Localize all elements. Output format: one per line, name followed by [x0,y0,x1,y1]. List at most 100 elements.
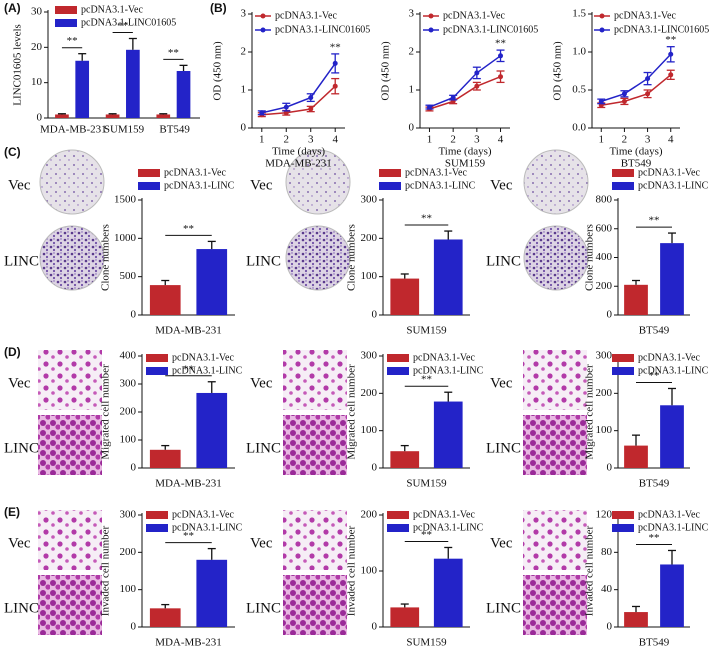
panel-label: (B) [210,1,227,15]
bar [390,607,420,627]
point [668,51,674,57]
panel-label: (D) [4,345,21,359]
y-axis-label: Clone numbers [584,224,596,291]
x-axis-label: BT549 [639,637,670,647]
invasion-image [283,510,347,570]
legend-label: pcDNA3.1-Vec [172,509,234,520]
x-tick-label: 4 [668,134,674,146]
point [668,72,674,78]
y-axis-label: Migrated cell number [346,364,358,460]
significance-label: ** [665,34,676,46]
y-tick-label: 200 [596,387,613,399]
invasion-image [523,575,587,635]
legend-label: pcDNA3.1-LINC [638,180,709,191]
point [498,74,504,80]
y-axis-label: OD (450 nm) [212,41,224,101]
y-tick-label: 1.5 [572,8,586,20]
migration-image [283,415,347,475]
image-label: LINC [486,440,521,456]
x-tick-label: MDA-MB-231 [40,124,107,136]
image-label: LINC [486,600,521,616]
series-line [429,55,501,108]
x-tick-label: 2 [450,134,456,146]
significance-label: ** [649,532,660,544]
y-tick-label: 20 [31,41,43,53]
colony-image [39,225,105,291]
subtitle: SUM159 [445,158,486,170]
bar [55,114,69,118]
image-label: Vec [250,177,273,193]
image-label: Vec [490,177,513,193]
significance-label: ** [330,41,341,53]
series-line [261,85,336,116]
colony-image [285,225,351,291]
legend-swatch [146,354,168,362]
legend-label: pcDNA3.1-Vec [638,352,700,363]
significance-label: ** [421,213,432,225]
y-tick-label: 100 [361,270,378,282]
x-axis-label: Time (days) [609,146,662,158]
invasion-image [38,510,102,570]
x-axis-label: SUM159 [406,478,447,490]
y-tick-label: 600 [596,222,613,234]
x-axis-label: SUM159 [406,637,447,647]
point [259,110,265,116]
point [332,60,338,66]
y-tick-label: 1 [409,84,415,96]
y-axis-label: Invaded cell number [346,525,358,616]
bar [624,612,648,627]
bar [660,243,684,315]
bar [433,401,463,468]
migration-image [283,350,347,410]
legend-label: pcDNA3.1-LINC [172,365,243,376]
point [645,91,651,97]
legend-swatch [612,511,634,519]
y-axis-label: Invaded cell number [100,525,112,616]
significance-label: ** [67,35,78,47]
x-axis-label: Time (days) [272,146,325,158]
y-tick-label: 0 [607,621,613,633]
significance-label: ** [168,47,179,59]
y-tick-label: 0 [37,112,43,124]
legend-label: pcDNA3.1-LINC [638,365,709,376]
y-tick-label: 1500 [114,194,137,206]
significance-label: ** [183,223,194,235]
colony-image [523,225,589,291]
series-line [261,62,336,114]
y-axis-label: OD (450 nm) [380,41,392,101]
y-tick-label: 300 [361,350,378,362]
bar [660,405,684,468]
legend-swatch [138,169,160,177]
y-tick-label: 200 [361,232,378,244]
point [598,98,604,104]
y-tick-label: 0 [607,309,613,321]
image-label: LINC [4,253,39,269]
x-axis-label: MDA-MB-231 [155,325,222,337]
legend-label: pcDNA3.1-Vec [172,352,234,363]
x-tick-label: 1 [599,134,605,146]
y-tick-label: 300 [361,194,378,206]
bar [105,114,120,118]
legend-label: pcDNA3.1-LINC [164,180,235,191]
significance-label: ** [421,374,432,386]
legend-swatch [387,524,409,532]
legend-label: pcDNA3.1-LINC01605 [614,24,709,35]
y-tick-label: 100 [361,565,378,577]
invasion-image [283,575,347,635]
point [498,53,504,59]
legend-swatch [55,6,77,14]
point [283,104,289,110]
y-tick-label: 1000 [114,232,137,244]
x-axis-label: BT549 [639,325,670,337]
legend-label: pcDNA3.1-Vec [405,167,467,178]
legend-marker [428,27,434,33]
significance-label: ** [183,363,194,375]
image-label: LINC [4,440,39,456]
colony-image [285,149,351,215]
legend-label: pcDNA3.1-Vec [81,4,143,15]
significance-label: ** [183,530,194,542]
y-tick-label: 120 [596,509,613,521]
series-line [429,76,501,110]
image-label: LINC [486,253,521,269]
colony-image [523,149,589,215]
